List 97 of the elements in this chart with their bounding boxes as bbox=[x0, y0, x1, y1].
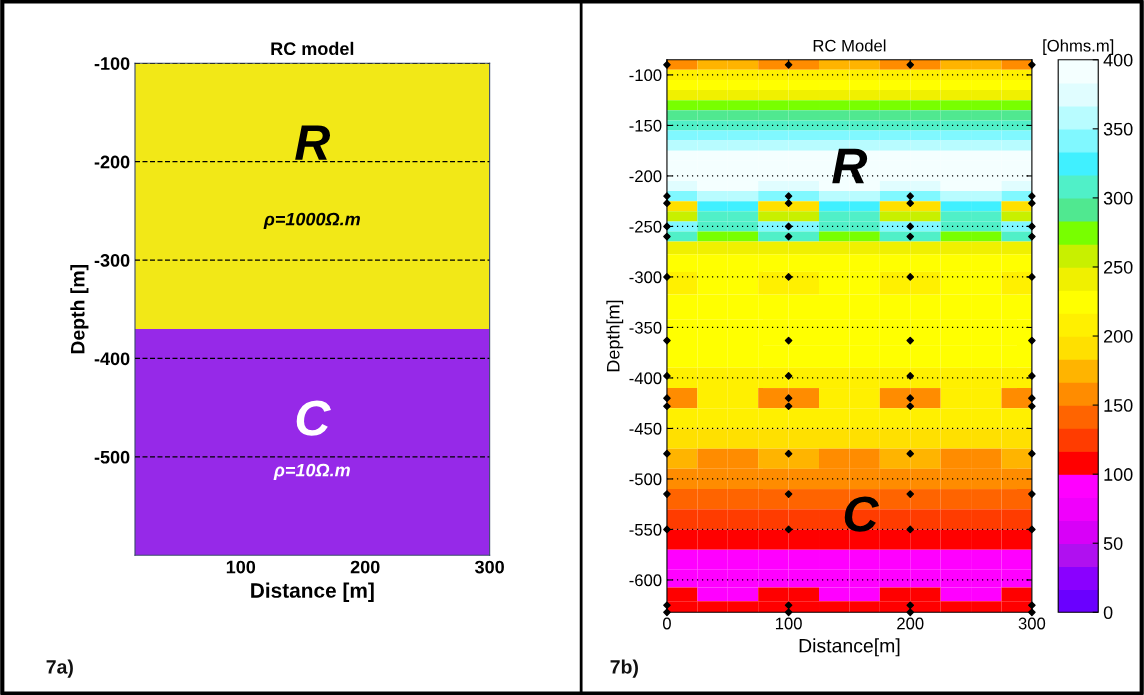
point bbox=[784, 449, 793, 458]
annotation: ρ=10Ω.m bbox=[273, 463, 350, 481]
point bbox=[663, 232, 671, 241]
point bbox=[1028, 402, 1036, 411]
point bbox=[906, 199, 915, 208]
point bbox=[784, 336, 793, 345]
color-bar-label: 100 bbox=[1104, 468, 1133, 481]
x-tick-label: 300 bbox=[1018, 617, 1046, 630]
annotation: R bbox=[832, 148, 868, 184]
point bbox=[906, 336, 915, 345]
point bbox=[784, 394, 793, 402]
y-tick-label: -600 bbox=[629, 574, 662, 587]
y-tick-label: -150 bbox=[629, 119, 662, 132]
color-bar-label: 50 bbox=[1103, 537, 1123, 550]
color-bar-label: 0 bbox=[1103, 606, 1113, 620]
point bbox=[663, 449, 671, 458]
x-axis-title: Distance[m] bbox=[799, 638, 900, 657]
color-bar-label: 200 bbox=[1104, 329, 1133, 343]
point bbox=[784, 601, 793, 610]
y-tick-label: -200 bbox=[94, 155, 130, 169]
x-axis-title: Distance [m] bbox=[251, 582, 374, 602]
point bbox=[906, 372, 915, 380]
x-tick-label: 100 bbox=[226, 560, 256, 574]
point bbox=[1028, 232, 1036, 241]
color-bar-title: [Ohms.m] bbox=[1043, 39, 1114, 55]
point bbox=[906, 608, 915, 617]
point bbox=[784, 402, 793, 411]
y-tick-label: -300 bbox=[94, 254, 130, 267]
color-bar-label: 250 bbox=[1104, 260, 1133, 274]
point bbox=[906, 61, 915, 69]
point bbox=[784, 525, 793, 534]
y-tick-label: -500 bbox=[629, 473, 662, 486]
color-bar-label: 350 bbox=[1103, 122, 1133, 136]
point bbox=[906, 394, 915, 402]
text: 7a) bbox=[46, 659, 73, 678]
point bbox=[906, 232, 915, 241]
y-tick-label: -450 bbox=[629, 422, 662, 435]
y-tick-label: -100 bbox=[94, 57, 130, 70]
point bbox=[1028, 372, 1036, 380]
text: 7b) bbox=[610, 659, 638, 678]
y-tick-label: -550 bbox=[629, 523, 662, 536]
y-tick-label: -100 bbox=[629, 69, 662, 82]
point bbox=[663, 490, 671, 498]
point bbox=[663, 336, 671, 345]
point bbox=[1028, 336, 1036, 345]
x-tick-label: 200 bbox=[350, 560, 380, 574]
point bbox=[663, 394, 671, 402]
point bbox=[1028, 449, 1036, 458]
point bbox=[784, 273, 793, 281]
annotation: C bbox=[296, 400, 331, 436]
point bbox=[906, 402, 915, 411]
y-axis-title: Depth [m] bbox=[70, 265, 89, 354]
y-tick-label: -500 bbox=[94, 450, 130, 464]
point bbox=[906, 449, 915, 458]
annotation: C bbox=[844, 496, 880, 532]
x-tick-label: 0 bbox=[662, 617, 671, 630]
annotation: ρ=1000Ω.m bbox=[263, 212, 360, 230]
y-tick-label: -300 bbox=[629, 271, 662, 284]
point bbox=[663, 192, 671, 200]
y-tick-label: -400 bbox=[94, 352, 130, 366]
y-tick-label: -350 bbox=[629, 321, 662, 334]
point bbox=[784, 61, 793, 69]
point bbox=[906, 490, 915, 498]
point bbox=[784, 608, 793, 617]
y-tick-label: -250 bbox=[629, 220, 662, 233]
color-bar-label: 300 bbox=[1103, 191, 1133, 205]
point bbox=[1028, 192, 1036, 200]
point bbox=[906, 273, 915, 281]
point bbox=[784, 222, 793, 231]
y-axis-title: Depth[m] bbox=[606, 300, 624, 372]
y-tick-label: -400 bbox=[629, 372, 662, 385]
x-tick-label: 300 bbox=[474, 560, 504, 574]
point bbox=[1028, 394, 1036, 402]
point bbox=[906, 222, 915, 231]
point bbox=[663, 372, 671, 380]
point bbox=[784, 232, 793, 241]
point bbox=[906, 525, 915, 534]
y-tick-label: -200 bbox=[629, 170, 662, 183]
x-tick-label: 200 bbox=[897, 617, 924, 630]
point bbox=[906, 601, 915, 610]
point bbox=[1028, 490, 1036, 498]
annotation: R bbox=[295, 125, 331, 160]
chart-title: RC Model bbox=[813, 39, 886, 52]
point bbox=[906, 192, 915, 200]
point bbox=[1028, 222, 1036, 231]
chart-title: RC model bbox=[271, 41, 354, 56]
color-bar-label: 400 bbox=[1103, 53, 1133, 67]
point bbox=[663, 199, 671, 208]
point bbox=[663, 222, 671, 231]
point bbox=[1028, 199, 1036, 208]
point bbox=[784, 372, 793, 380]
x-tick-label: 100 bbox=[775, 617, 802, 630]
point bbox=[784, 192, 793, 200]
point bbox=[784, 199, 793, 208]
point bbox=[784, 490, 793, 498]
point bbox=[663, 402, 671, 411]
color-bar-label: 150 bbox=[1104, 399, 1133, 412]
